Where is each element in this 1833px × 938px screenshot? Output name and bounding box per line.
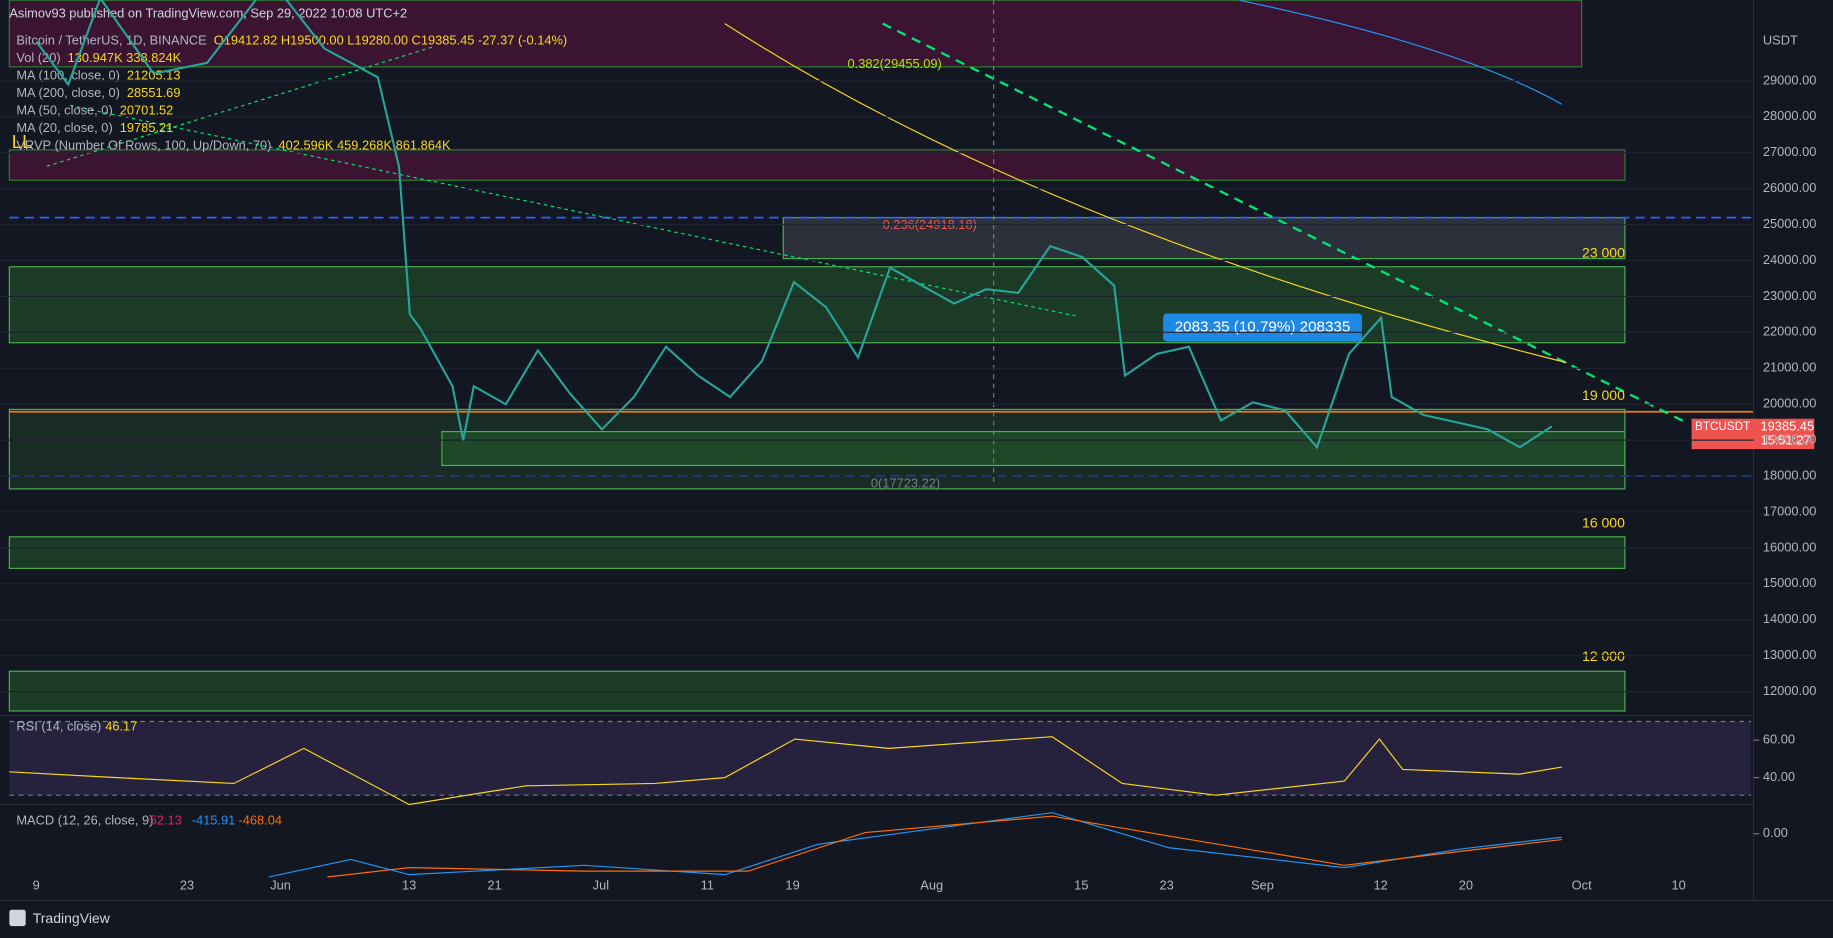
y-tick-label: 21000.00 <box>1763 360 1817 375</box>
measure-box <box>1163 313 1362 342</box>
last-price: 19385.45 <box>1761 418 1815 433</box>
ma-line <box>1239 0 1563 105</box>
annotation: LL <box>12 131 33 152</box>
zone <box>8 536 1626 569</box>
x-tick-label: Jun <box>270 878 291 893</box>
trend-line <box>882 22 1684 423</box>
zone <box>8 0 1583 68</box>
x-tick-label: Oct <box>1572 878 1592 893</box>
x-tick-label: 19 <box>785 878 799 893</box>
y-tick-label: 16000.00 <box>1763 539 1817 554</box>
legend-values: 19785.21 <box>120 120 174 135</box>
y-tick-label: 22000.00 <box>1763 324 1817 339</box>
legend-values: 20701.52 <box>120 103 174 118</box>
legend-name: Bitcoin / TetherUS, 1D, BINANCE <box>16 33 207 48</box>
ma-line <box>724 23 1567 364</box>
x-tick-label: 9 <box>33 878 40 893</box>
x-tick-label: Aug <box>920 878 943 893</box>
rsi-tick-label: 60.00 <box>1763 732 1795 747</box>
rsi-band <box>9 721 1752 796</box>
trend-line <box>70 104 1076 317</box>
y-tick-label: 23000.00 <box>1763 288 1817 303</box>
brand: TradingView <box>33 910 111 926</box>
signal-line <box>327 815 1562 878</box>
y-tick-label: 27000.00 <box>1763 144 1817 159</box>
x-tick-label: 20 <box>1459 878 1473 893</box>
zone-label: 23 000 <box>1582 245 1625 261</box>
macd-value: -415.91 <box>192 812 236 827</box>
countdown: 15:51:27 <box>1761 432 1811 447</box>
y-tick-label: 12000.00 <box>1763 683 1817 698</box>
annotation: 2083.35 (10.79%) 208335 <box>1175 319 1351 336</box>
rsi-title: RSI (14, close) <box>16 719 101 734</box>
legend-name: VRVP (Number Of Rows, 100, Up/Down, 70) <box>16 138 271 153</box>
annotation: 0.382(29455.09) <box>848 56 942 71</box>
x-tick-label: 12 <box>1373 878 1387 893</box>
y-tick-label: 29000.00 <box>1763 72 1817 87</box>
x-tick-label: 10 <box>1672 878 1686 893</box>
legend-name: MA (20, close, 0) <box>16 120 112 135</box>
legend-values: 402.596K 459.268K 861.864K <box>278 138 451 153</box>
x-tick-label: Sep <box>1251 878 1274 893</box>
x-tick-label: 21 <box>487 878 501 893</box>
y-tick-label: 14000.00 <box>1763 611 1817 626</box>
y-tick-label: 28000.00 <box>1763 108 1817 123</box>
rsi-line <box>9 736 1562 806</box>
macd-value: 52.13 <box>150 812 182 827</box>
macd-tick-label: 0.00 <box>1763 825 1788 840</box>
y-tick-label: 13000.00 <box>1763 647 1817 662</box>
macd-title: MACD (12, 26, close, 9) <box>16 812 153 827</box>
rsi-tick-label: 40.00 <box>1763 769 1795 784</box>
y-tick-label: 15000.00 <box>1763 575 1817 590</box>
x-tick-label: 23 <box>180 878 194 893</box>
x-tick-label: 13 <box>402 878 416 893</box>
zone-label: 19 000 <box>1582 387 1625 403</box>
zone-label: 16 000 <box>1582 515 1625 531</box>
y-tick-label: 18000.00 <box>1763 467 1817 482</box>
legend-values: O19412.82 H19500.00 L19280.00 C19385.45 … <box>214 33 567 48</box>
y-tick-label: 17000.00 <box>1763 503 1817 518</box>
x-tick-label: 15 <box>1074 878 1088 893</box>
price-tag-symbol: BTCUSDT <box>1695 420 1750 433</box>
y-tick-label: 24000.00 <box>1763 252 1817 267</box>
zone <box>8 149 1626 181</box>
zone <box>441 431 1626 467</box>
legend-values: 130.947K 338.824K <box>68 50 182 65</box>
currency: USDT <box>1763 33 1798 48</box>
legend-name: MA (200, close, 0) <box>16 85 120 100</box>
y-tick-label: 25000.00 <box>1763 216 1817 231</box>
price-tag <box>1753 418 1815 450</box>
price-tag <box>1691 418 1754 450</box>
x-tick-label: 11 <box>701 878 714 893</box>
legend-values: 28551.69 <box>127 85 181 100</box>
x-tick-label: 23 <box>1160 878 1174 893</box>
publisher: Asimov93 published on TradingView.com, S… <box>9 6 407 21</box>
macd-value: -468.04 <box>238 812 282 827</box>
y-tick-label: 26000.00 <box>1763 180 1817 195</box>
y-tick-label: 20000.00 <box>1763 396 1817 411</box>
rsi-value: 46.17 <box>105 719 137 734</box>
price-line <box>35 0 1553 450</box>
y-tick-label: 19000.00 <box>1763 432 1817 447</box>
legend-name: MA (50, close, 0) <box>16 103 112 118</box>
annotation: 0(17723.22) <box>871 476 940 491</box>
x-tick-label: Jul <box>593 878 609 893</box>
legend-name: Vol (20) <box>16 50 60 65</box>
logo <box>9 909 26 927</box>
legend-name: MA (100, close, 0) <box>16 68 120 83</box>
